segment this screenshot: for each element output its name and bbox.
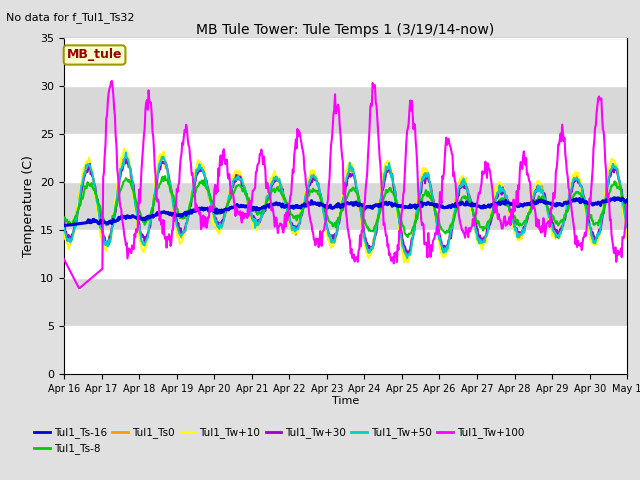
- Bar: [64, 86, 627, 134]
- Legend: Tul1_Ts-16, Tul1_Ts-8, Tul1_Ts0, Tul1_Tw+10, Tul1_Tw+30, Tul1_Tw+50, Tul1_Tw+100: Tul1_Ts-16, Tul1_Ts-8, Tul1_Ts0, Tul1_Tw…: [30, 423, 529, 459]
- Bar: [64, 278, 627, 326]
- Bar: [64, 326, 627, 374]
- Text: No data for f_Tul1_Ts32: No data for f_Tul1_Ts32: [6, 12, 135, 23]
- Bar: [64, 230, 627, 278]
- Text: MB_tule: MB_tule: [67, 48, 122, 61]
- Y-axis label: Temperature (C): Temperature (C): [22, 156, 35, 257]
- Title: MB Tule Tower: Tule Temps 1 (3/19/14-now): MB Tule Tower: Tule Temps 1 (3/19/14-now…: [196, 23, 495, 37]
- X-axis label: Time: Time: [332, 396, 359, 406]
- Bar: [64, 182, 627, 230]
- Bar: [64, 38, 627, 86]
- Bar: [64, 134, 627, 182]
